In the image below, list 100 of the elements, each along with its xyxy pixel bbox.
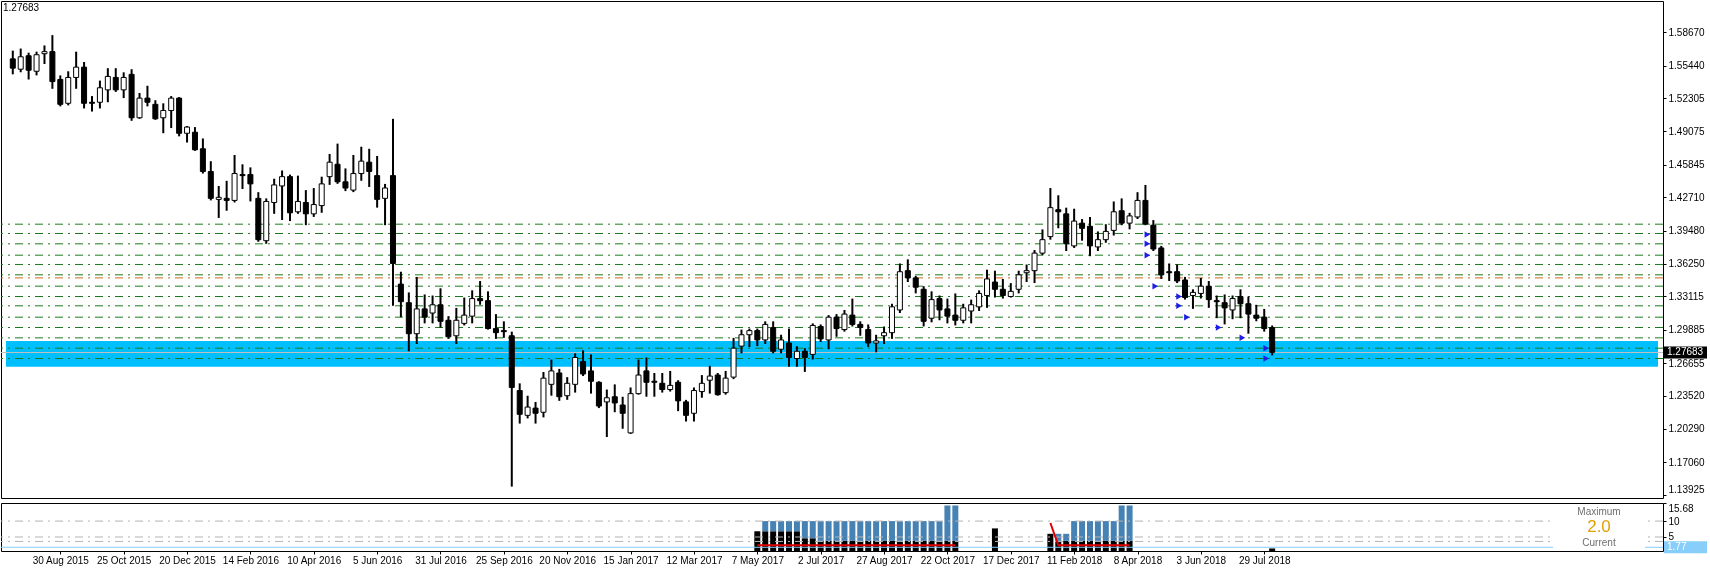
candlestick [1166,263,1173,281]
x-tick-label: 30 Aug 2015 [32,554,90,566]
x-tick-label: 5 Jun 2016 [352,554,403,566]
candlestick [762,321,769,345]
candlestick [968,299,975,324]
candlestick [1213,295,1220,319]
point [1263,355,1269,362]
bar [849,521,856,541]
bar [865,521,872,541]
candlestick [397,271,404,318]
point [1176,302,1182,310]
bar [1079,521,1086,541]
bar [1126,505,1133,541]
candlestick [1182,276,1189,300]
candlestick [1015,270,1022,294]
y-tick-label: 1.49075 [1668,125,1706,137]
annotation: 1.27683 [3,2,40,13]
x-tick-label: 7 May 2017 [731,554,785,566]
y-tick-label: 1.45845 [1668,159,1706,171]
y-tick-label: 1.36250 [1668,258,1706,270]
candlestick [1261,308,1268,332]
candlestick [1189,289,1196,309]
candlestick [302,190,309,226]
candlestick [9,50,16,75]
x-tick-label: 31 Jul 2016 [415,554,468,566]
y-tick-label: 1.52305 [1668,92,1706,104]
y-tick-label: 1.42710 [1668,191,1706,203]
bar [801,521,808,539]
candlestick [706,365,713,394]
y-tick-label: 1.20290 [1668,423,1706,435]
bar [1110,521,1117,541]
bar [912,521,919,541]
candlestick [492,314,499,339]
bar [920,521,927,541]
candlestick [991,270,998,298]
candlestick [801,348,808,372]
candlestick [793,346,800,367]
bar [786,521,792,532]
candlestick [294,175,301,214]
candlestick [587,354,594,394]
point [1263,344,1269,352]
y-tick-label: 1.39480 [1668,225,1706,237]
ref-line-label: 1.27683 [1667,346,1704,358]
candlestick [904,259,911,283]
x-tick-label: 25 Oct 2015 [96,554,152,566]
y-tick-label: 1.29885 [1668,324,1706,336]
point [1152,282,1159,290]
bar [1071,521,1078,541]
x-tick-label: 20 Nov 2016 [539,554,597,566]
x-tick-label: 15 Jan 2017 [603,554,660,566]
candlestick [374,156,381,208]
x-tick-label: 10 Apr 2016 [287,554,342,566]
candlestick [1205,281,1212,308]
bar [888,521,895,541]
y-tick-label: 1.55440 [1668,60,1706,72]
candlestick [1197,277,1204,299]
annotation: Maximum [1577,506,1621,517]
bar [1102,521,1109,541]
x-tick-label: 8 Apr 2018 [1113,554,1163,566]
candlestick [271,178,278,214]
y-tick-label: 5 [1668,531,1675,543]
candlestick [580,350,587,377]
y-tick-label: 1.33115 [1668,290,1705,302]
candlestick [865,324,872,348]
candlestick [318,176,325,213]
bar [762,521,769,532]
bar [793,521,800,532]
point [1215,324,1222,331]
y-tick-label: 1.58670 [1668,26,1706,38]
x-tick-label: 2 Jul 2017 [798,554,845,566]
x-tick-label: 22 Oct 2017 [920,554,976,566]
candlestick [469,290,476,324]
y-tick-label: 1.23520 [1668,390,1706,401]
candlestick [168,96,175,129]
x-tick-label: 25 Sep 2016 [476,554,534,566]
candlestick [786,328,792,367]
y-tick-label: 1.13925 [1668,484,1706,496]
bar [873,521,880,541]
candlestick [698,375,705,398]
candlestick [690,387,697,422]
candlestick [1110,201,1117,236]
candlestick [683,399,690,422]
annotation: 2.0 [1587,517,1611,536]
candlestick [564,377,571,400]
candlestick [88,96,95,112]
x-tick-label: 12 Mar 2017 [666,554,723,566]
x-tick-label: 11 Feb 2018 [1046,554,1103,566]
candlestick [477,281,484,305]
candlestick [461,297,468,326]
candlestick [191,127,198,151]
bar [770,521,777,532]
bar [1086,521,1093,541]
candlestick [279,170,286,221]
point [1184,313,1190,321]
candlestick [770,321,777,354]
candlestick [984,269,991,308]
bar [881,521,888,541]
bar [809,521,816,539]
candlestick [104,68,111,103]
y-tick-label: 15.68 [1668,502,1694,514]
